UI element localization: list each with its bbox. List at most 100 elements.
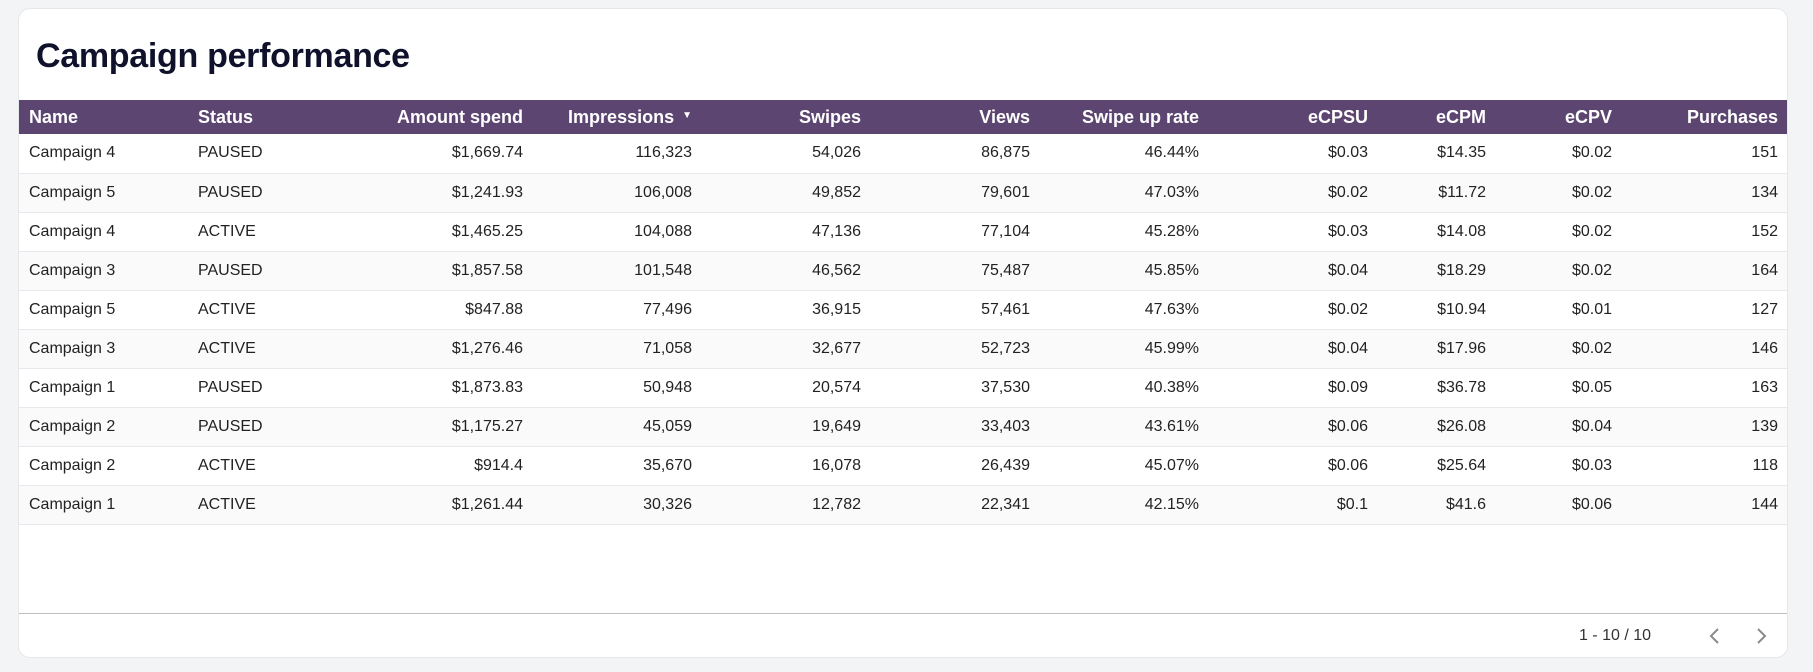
cell-name: Campaign 5 — [29, 300, 116, 318]
cell-ecpv: $0.02 — [1571, 144, 1612, 162]
cell-amount-spend: $914.4 — [474, 456, 523, 474]
cell-ecpm: $14.35 — [1437, 144, 1486, 162]
column-header-swipes[interactable]: Swipes — [798, 106, 861, 127]
cell-name: Campaign 1 — [29, 378, 116, 396]
cell-views: 22,341 — [981, 495, 1030, 513]
cell-views: 86,875 — [981, 144, 1030, 162]
cell-ecpv: $0.04 — [1571, 417, 1612, 435]
cell-ecpv: $0.02 — [1571, 183, 1612, 201]
table-row[interactable]: Campaign 5 PAUSED $1,241.93 106,008 49,852 79… — [19, 173, 1787, 212]
cell-impressions: 116,323 — [635, 144, 692, 162]
cell-amount-spend: $1,873.83 — [451, 378, 523, 396]
cell-status: ACTIVE — [198, 222, 256, 240]
cell-amount-spend: $1,175.27 — [451, 417, 523, 435]
cell-ecpv: $0.02 — [1571, 222, 1612, 240]
cell-views: 77,104 — [981, 222, 1030, 240]
table-row[interactable]: Campaign 3 ACTIVE $1,276.46 71,058 32,677 52,… — [19, 329, 1787, 368]
cell-views: 37,530 — [981, 378, 1030, 396]
chevron-right-icon — [1757, 628, 1767, 644]
cell-purchases: 164 — [1751, 261, 1778, 279]
footer-divider — [19, 613, 1787, 614]
cell-name: Campaign 4 — [29, 144, 116, 162]
pagination: 1 - 10 / 10 — [1579, 621, 1773, 651]
table-row[interactable]: Campaign 2 PAUSED $1,175.27 45,059 19,649 33,… — [19, 407, 1787, 446]
cell-swipes: 47,136 — [812, 222, 861, 240]
cell-impressions: 30,326 — [643, 495, 692, 513]
cell-swipes: 20,574 — [812, 378, 861, 396]
cell-swipe-up-rate: 43.61% — [1144, 417, 1199, 435]
column-header-amount-spend[interactable]: Amount spend — [397, 106, 523, 127]
cell-status: PAUSED — [198, 183, 263, 201]
cell-impressions: 106,008 — [634, 183, 692, 201]
cell-ecpv: $0.03 — [1571, 456, 1612, 474]
cell-purchases: 146 — [1751, 339, 1778, 357]
cell-ecpv: $0.02 — [1571, 261, 1612, 279]
cell-impressions: 77,496 — [643, 300, 692, 318]
table-card: Campaign performance Name Status Amount … — [18, 8, 1788, 658]
table-row[interactable]: Campaign 1 ACTIVE $1,261.44 30,326 12,782 22,… — [19, 485, 1787, 524]
cell-purchases: 139 — [1751, 417, 1778, 435]
table-row[interactable]: Campaign 4 PAUSED $1,669.74 116,323 54,026 86… — [19, 134, 1787, 173]
cell-status: PAUSED — [198, 144, 263, 162]
cell-impressions: 104,088 — [634, 222, 692, 240]
cell-name: Campaign 4 — [29, 222, 116, 240]
column-header-impressions[interactable]: Impressions ▼ — [568, 106, 692, 127]
cell-ecpsu: $0.09 — [1327, 378, 1368, 396]
cell-name: Campaign 3 — [29, 261, 116, 279]
next-page-button[interactable] — [1749, 624, 1773, 648]
cell-ecpsu: $0.04 — [1327, 339, 1368, 357]
cell-swipe-up-rate: 47.63% — [1144, 300, 1199, 318]
cell-name: Campaign 3 — [29, 339, 116, 357]
table-row[interactable]: Campaign 1 PAUSED $1,873.83 50,948 20,574 37,… — [19, 368, 1787, 407]
cell-ecpsu: $0.06 — [1327, 417, 1368, 435]
column-header-purchases[interactable]: Purchases — [1686, 106, 1778, 127]
cell-swipes: 46,562 — [812, 261, 861, 279]
cell-views: 52,723 — [981, 339, 1030, 357]
cell-purchases: 134 — [1751, 183, 1778, 201]
previous-page-button[interactable] — [1703, 624, 1727, 648]
cell-views: 57,461 — [981, 300, 1030, 318]
column-header-name[interactable]: Name — [29, 106, 79, 127]
cell-ecpsu: $0.03 — [1327, 144, 1368, 162]
cell-status: PAUSED — [198, 378, 263, 396]
cell-swipe-up-rate: 45.85% — [1144, 261, 1199, 279]
cell-ecpm: $11.72 — [1438, 183, 1486, 201]
cell-impressions: 101,548 — [634, 261, 692, 279]
cell-ecpm: $18.29 — [1437, 261, 1486, 279]
column-header-views[interactable]: Views — [979, 106, 1030, 127]
cell-views: 79,601 — [981, 183, 1030, 201]
cell-amount-spend: $847.88 — [465, 300, 523, 318]
column-header-swipe-up-rate[interactable]: Swipe up rate — [1081, 106, 1199, 127]
cell-swipe-up-rate: 45.99% — [1144, 339, 1199, 357]
pagination-range: 1 - 10 / 10 — [1578, 627, 1651, 644]
chevron-left-icon — [1709, 628, 1719, 644]
cell-amount-spend: $1,857.58 — [451, 261, 523, 279]
column-header-status[interactable]: Status — [198, 106, 254, 127]
column-header-ecpsu[interactable]: eCPSU — [1307, 106, 1368, 127]
cell-swipes: 12,782 — [812, 495, 861, 513]
cell-status: PAUSED — [198, 417, 263, 435]
cell-purchases: 118 — [1752, 456, 1778, 474]
cell-ecpm: $14.08 — [1437, 222, 1486, 240]
cell-views: 33,403 — [981, 417, 1030, 435]
cell-amount-spend: $1,276.46 — [451, 339, 523, 357]
table-row[interactable]: Campaign 5 ACTIVE $847.88 77,496 36,915 57,46… — [19, 290, 1787, 329]
table-row[interactable]: Campaign 4 ACTIVE $1,465.25 104,088 47,136 77… — [19, 212, 1787, 251]
cell-name: Campaign 5 — [29, 183, 116, 201]
sort-desc-icon: ▼ — [682, 110, 692, 122]
cell-status: ACTIVE — [198, 495, 256, 513]
table-row[interactable]: Campaign 2 ACTIVE $914.4 35,670 16,078 26,439… — [19, 446, 1787, 485]
column-header-ecpv[interactable]: eCPV — [1564, 106, 1612, 127]
cell-ecpm: $17.96 — [1437, 339, 1486, 357]
cell-ecpsu: $0.02 — [1327, 183, 1368, 201]
cell-ecpsu: $0.06 — [1327, 456, 1368, 474]
cell-ecpsu: $0.03 — [1327, 222, 1368, 240]
cell-name: Campaign 2 — [29, 456, 116, 474]
cell-swipes: 36,915 — [812, 300, 861, 318]
table-row[interactable]: Campaign 3 PAUSED $1,857.58 101,548 46,562 75… — [19, 251, 1787, 290]
cell-impressions: 35,670 — [643, 456, 692, 474]
cell-name: Campaign 2 — [29, 417, 116, 435]
cell-swipe-up-rate: 45.07% — [1144, 456, 1199, 474]
column-header-ecpm[interactable]: eCPM — [1435, 106, 1486, 127]
cell-amount-spend: $1,241.93 — [451, 183, 523, 201]
